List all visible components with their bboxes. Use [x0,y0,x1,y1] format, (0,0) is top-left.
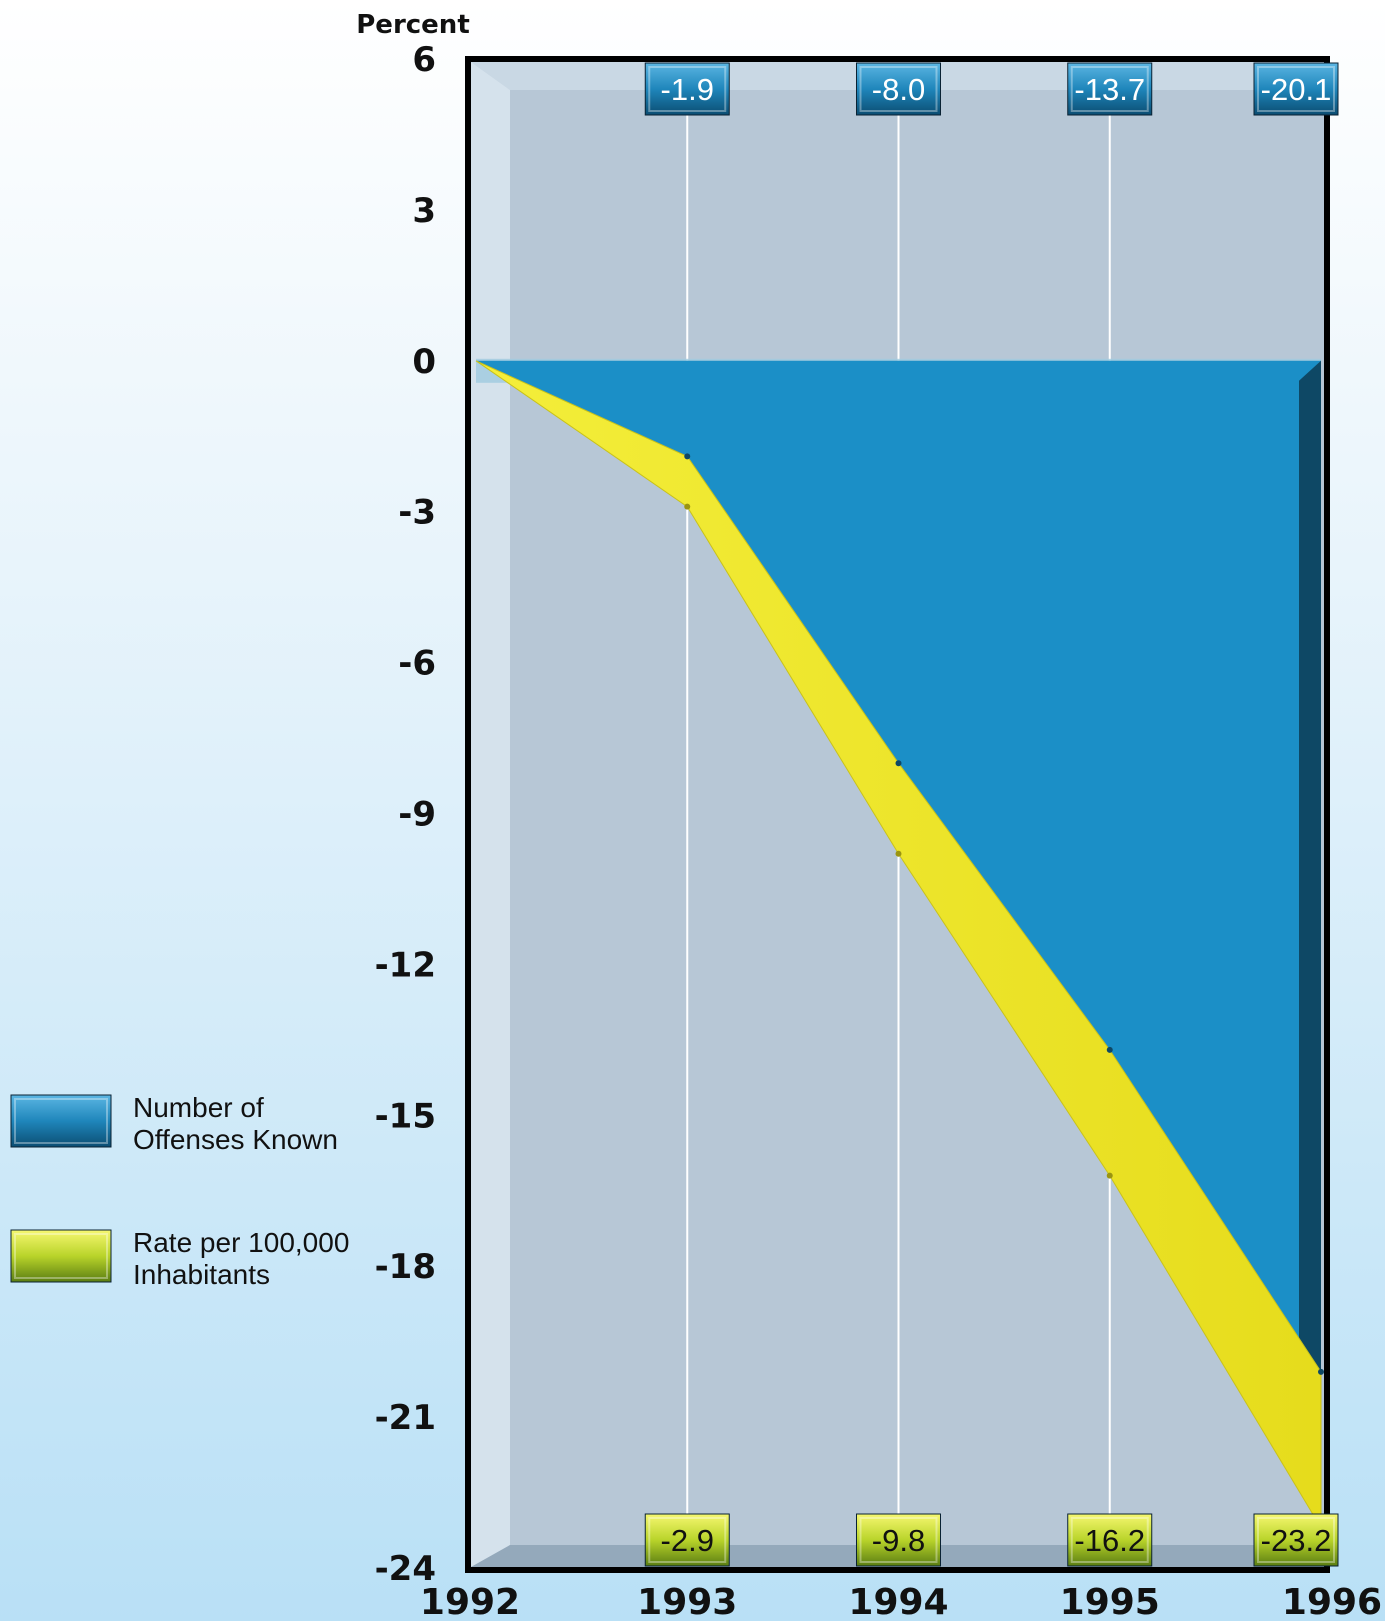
y-tick-label: 0 [412,342,436,382]
y-tick-label: 6 [412,40,436,80]
legend-label-line2: Offenses Known [133,1124,338,1155]
label-offenses-1995: -13.7 [1067,62,1153,116]
legend-label-line1: Rate per 100,000 [133,1227,349,1258]
x-tick-label-1995: 1995 [1060,1582,1160,1621]
y-tick-label: -6 [398,644,436,684]
y-tick-label: -15 [375,1096,436,1136]
x-tick-label-1994: 1994 [848,1582,948,1621]
y-axis-ticks: 6 3 0 -3 -6 -9 -12 -15 -18 -21 -24 [375,40,436,1589]
y-tick-label: -21 [375,1398,436,1438]
data-labels: -1.9 -2.9 -8.0 -9.8 -13.7 -16.2 -20.1 -23.2 [644,62,1339,1567]
label-rate-1995: -16.2 [1067,1513,1153,1567]
x-tick-label-1996: 1996 [1282,1582,1382,1621]
label-offenses-1993: -1.9 [644,62,730,116]
area-series-number-of-offenses-edge [1299,360,1321,1372]
point-offenses-1993 [684,453,691,460]
x-tick-label-1993: 1993 [637,1582,737,1621]
label-rate-1993: -2.9 [644,1513,730,1567]
legend-swatch [10,1094,112,1148]
y-tick-label: -3 [398,493,436,533]
y-tick-label: -24 [375,1549,436,1589]
label-rate-1993-text: -2.9 [661,1523,714,1558]
label-offenses-1995-text: -13.7 [1074,72,1145,107]
point-rate-1993 [684,503,691,510]
label-offenses-1994: -8.0 [856,62,941,116]
point-offenses-1995 [1106,1046,1113,1053]
label-offenses-1996: -20.1 [1253,62,1339,116]
label-rate-1996-text: -23.2 [1261,1523,1332,1558]
label-rate-1994: -9.8 [856,1513,941,1567]
label-rate-1996: -23.2 [1253,1513,1339,1567]
label-rate-1995-text: -16.2 [1074,1523,1145,1558]
legend-label-line2: Inhabitants [133,1259,270,1290]
label-rate-1994-text: -9.8 [872,1523,925,1558]
legend-label-line1: Number of [133,1092,264,1123]
point-rate-1994 [895,850,902,857]
area-series-number-of-offenses [476,360,1321,1372]
label-offenses-1996-text: -20.1 [1261,72,1332,107]
y-axis-title: Percent [356,10,470,40]
point-rate-1995 [1106,1172,1113,1179]
y-tick-label: 3 [412,191,436,231]
label-offenses-1994-text: -8.0 [872,72,925,107]
y-tick-label: -9 [398,795,436,835]
legend-swatch [10,1229,112,1283]
x-axis-ticks: 1992 1993 1994 1995 1996 [420,1582,1382,1621]
area-series-rate-per-100000 [475,360,1322,1530]
frame-bevel-left [471,62,510,1567]
x-tick-label-1992: 1992 [420,1582,520,1621]
label-offenses-1993-text: -1.9 [661,72,714,107]
area-layer [475,360,1324,1531]
y-tick-label: -18 [375,1247,436,1287]
y-tick-label: -12 [375,945,436,985]
point-offenses-1996 [1318,1368,1324,1375]
point-offenses-1994 [895,760,902,767]
